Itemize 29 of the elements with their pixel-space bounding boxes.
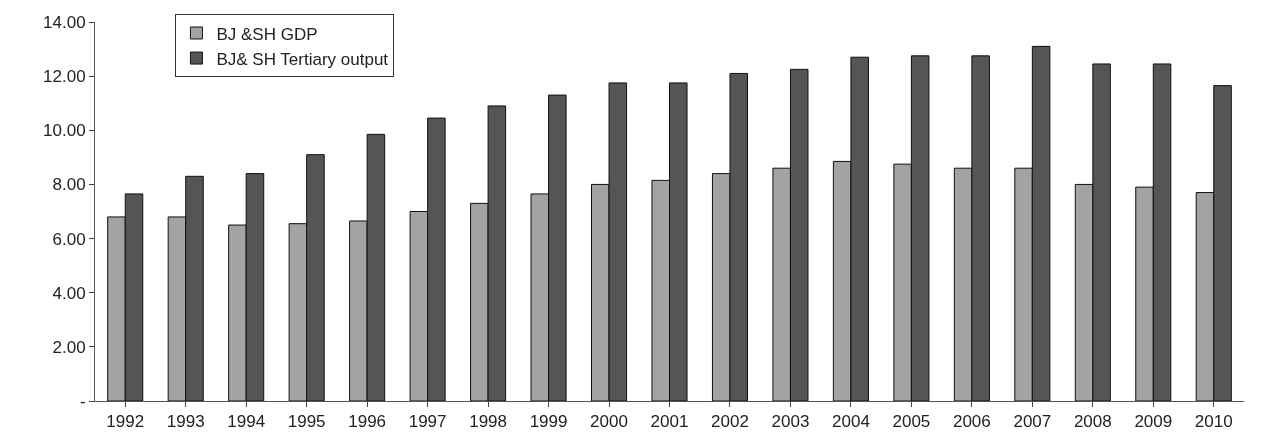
y-tick-label: 2.00 xyxy=(52,337,86,357)
y-tick-label: 10.00 xyxy=(43,121,86,141)
x-tick-label: 2006 xyxy=(952,412,991,432)
x-tick-label: 1997 xyxy=(408,412,447,432)
x-tick-label: 1993 xyxy=(166,412,205,432)
x-tick-label: 2009 xyxy=(1134,412,1173,432)
x-tick-label: 1994 xyxy=(227,412,266,432)
x-tick-label: 2004 xyxy=(832,412,870,432)
x-tick-label: 2000 xyxy=(590,412,628,432)
legend-label: BJ& SH Tertiary output xyxy=(216,49,389,69)
y-tick-label: 8.00 xyxy=(52,175,86,195)
y-tick-label: - xyxy=(79,391,86,411)
y-tick-label: 12.00 xyxy=(43,67,86,87)
y-tick-label: 4.00 xyxy=(52,283,86,303)
x-tick-label: 2008 xyxy=(1073,412,1112,432)
x-tick-label: 2007 xyxy=(1013,412,1052,432)
x-tick-label: 2010 xyxy=(1194,412,1233,432)
y-tick-label: 14.00 xyxy=(43,12,86,32)
x-tick-label: 1995 xyxy=(287,412,326,432)
x-tick-label: 1999 xyxy=(529,412,568,432)
x-tick-label: 2005 xyxy=(892,412,931,432)
x-tick-label: 1998 xyxy=(469,412,507,432)
x-tick-label: 1992 xyxy=(106,412,145,432)
legend-label: BJ &SH GDP xyxy=(216,24,318,44)
x-tick-label: 2002 xyxy=(711,412,749,432)
x-tick-label: 2003 xyxy=(771,412,810,432)
y-tick-label: 6.00 xyxy=(52,229,86,249)
x-tick-label: 1996 xyxy=(348,412,387,432)
x-tick-label: 2001 xyxy=(650,412,689,432)
